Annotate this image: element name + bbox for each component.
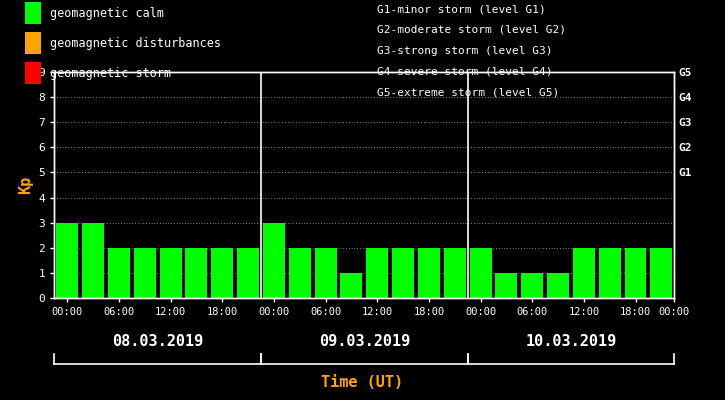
Bar	[160, 248, 181, 298]
Text: geomagnetic calm: geomagnetic calm	[50, 6, 164, 20]
Bar	[470, 248, 492, 298]
Text: 10.03.2019: 10.03.2019	[526, 334, 616, 350]
Bar	[650, 248, 672, 298]
Bar	[237, 248, 259, 298]
Bar	[599, 248, 621, 298]
Bar	[341, 273, 362, 298]
Text: G5-extreme storm (level G5): G5-extreme storm (level G5)	[377, 87, 559, 97]
Bar	[82, 223, 104, 298]
Bar	[134, 248, 156, 298]
Bar	[263, 223, 285, 298]
Text: geomagnetic disturbances: geomagnetic disturbances	[50, 36, 221, 50]
Bar	[108, 248, 130, 298]
Bar	[547, 273, 569, 298]
Bar	[211, 248, 233, 298]
Bar	[521, 273, 543, 298]
Text: G3-strong storm (level G3): G3-strong storm (level G3)	[377, 46, 552, 56]
Text: G2-moderate storm (level G2): G2-moderate storm (level G2)	[377, 25, 566, 35]
Text: G1-minor storm (level G1): G1-minor storm (level G1)	[377, 4, 546, 14]
Text: geomagnetic storm: geomagnetic storm	[50, 66, 171, 80]
Bar	[186, 248, 207, 298]
Bar	[392, 248, 414, 298]
Bar	[289, 248, 311, 298]
Text: Time (UT): Time (UT)	[321, 375, 404, 390]
Y-axis label: Kp: Kp	[18, 176, 33, 194]
Text: 08.03.2019: 08.03.2019	[112, 334, 203, 350]
Bar	[57, 223, 78, 298]
Bar	[418, 248, 440, 298]
Bar	[495, 273, 518, 298]
Bar	[573, 248, 594, 298]
Bar	[315, 248, 336, 298]
Bar	[444, 248, 465, 298]
Bar	[366, 248, 388, 298]
Bar	[624, 248, 647, 298]
Text: 09.03.2019: 09.03.2019	[319, 334, 410, 350]
Text: G4-severe storm (level G4): G4-severe storm (level G4)	[377, 66, 552, 76]
